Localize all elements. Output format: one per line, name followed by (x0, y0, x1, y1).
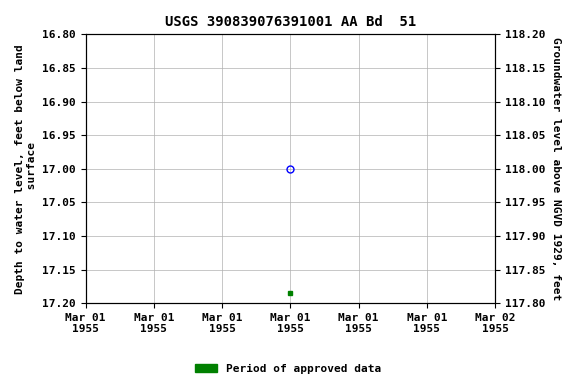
Legend: Period of approved data: Period of approved data (191, 359, 385, 379)
Y-axis label: Groundwater level above NGVD 1929, feet: Groundwater level above NGVD 1929, feet (551, 37, 561, 300)
Y-axis label: Depth to water level, feet below land
 surface: Depth to water level, feet below land su… (15, 44, 37, 294)
Title: USGS 390839076391001 AA Bd  51: USGS 390839076391001 AA Bd 51 (165, 15, 416, 29)
